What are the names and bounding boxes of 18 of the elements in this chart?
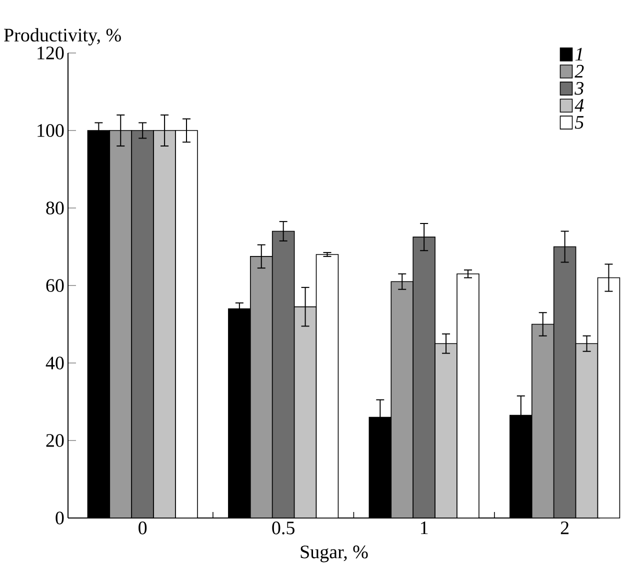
legend-label: 5	[574, 116, 584, 129]
legend-label: 2	[574, 64, 584, 78]
legend-label: 4	[574, 99, 584, 112]
y-tick-label: 20	[46, 434, 64, 447]
y-tick-label: 120	[38, 46, 64, 60]
legend-label: 1	[575, 48, 582, 60]
x-tick-label: 2	[560, 522, 569, 534]
y-tick-label: 40	[46, 356, 64, 370]
x-tick-label: 1	[420, 522, 428, 534]
y-axis-title: Productivity, %	[4, 28, 121, 46]
y-tick-label: 60	[46, 279, 64, 292]
x-tick-label: 0	[138, 522, 147, 534]
x-axis-title: Sugar, %	[300, 546, 368, 562]
legend-label: 3	[574, 82, 584, 95]
y-tick-label: 80	[46, 202, 64, 214]
y-tick-label: 100	[38, 124, 64, 137]
y-tick-label: 0	[56, 512, 64, 524]
x-tick-label: 0.5	[272, 522, 294, 534]
